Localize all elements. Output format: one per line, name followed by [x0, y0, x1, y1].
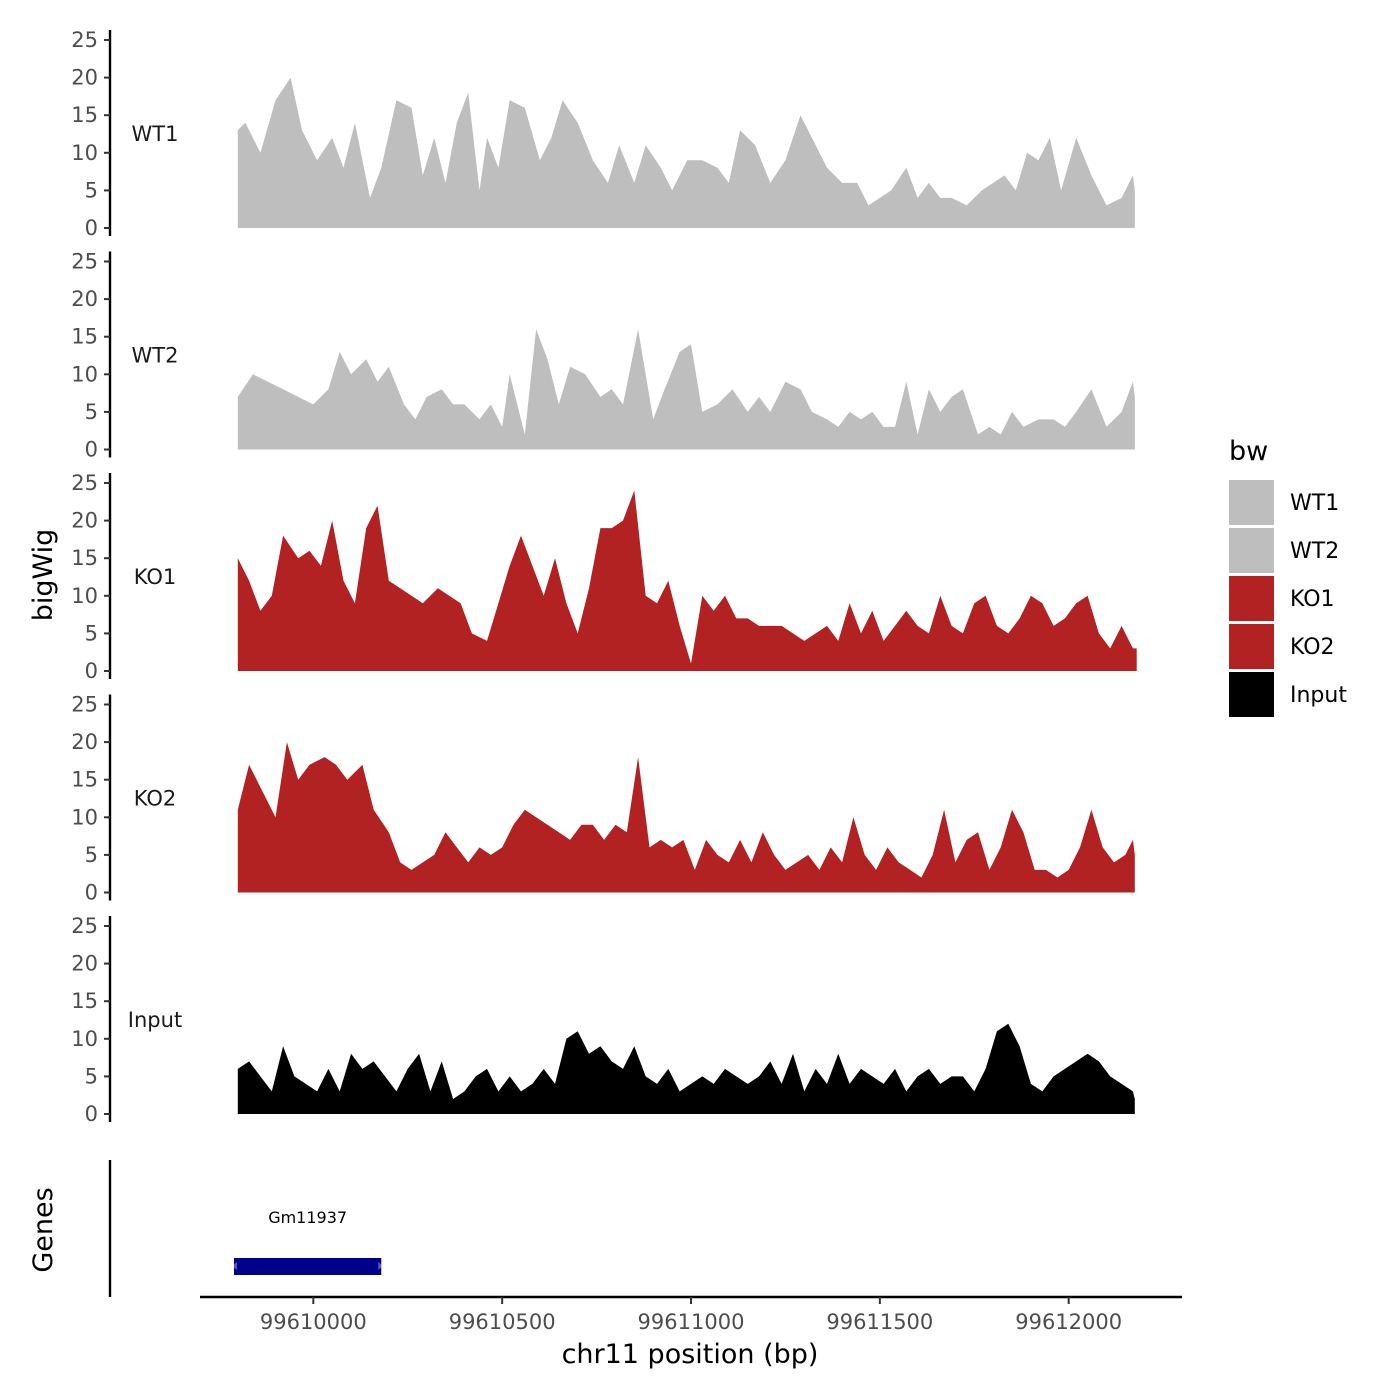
y-tick-label: 0 — [85, 1102, 98, 1126]
y-tick-label: 25 — [71, 471, 98, 495]
track-ko2: 0 5 10 15 20 25 KO2 — [71, 693, 1135, 905]
legend-swatch-input — [1229, 672, 1274, 717]
track-label: Input — [128, 1008, 182, 1032]
signal-area-wt2 — [237, 329, 1135, 450]
signal-area-wt1 — [237, 77, 1135, 228]
y-tick-label: 0 — [85, 659, 98, 683]
x-axis: 99610000 99610500 99611000 99611500 99612000 — [200, 1295, 1182, 1334]
legend-swatch-ko2 — [1229, 624, 1274, 669]
y-tick-label: 25 — [71, 28, 98, 52]
legend-label: WT2 — [1290, 539, 1339, 564]
y-tick-label: 15 — [71, 989, 98, 1013]
y-tick-label: 20 — [71, 287, 98, 311]
y-tick-label: 0 — [85, 438, 98, 462]
y-tick-label: 5 — [85, 621, 98, 645]
legend: WT1 WT2 KO1 KO2 Input — [1229, 480, 1347, 717]
y-tick-label: 20 — [71, 509, 98, 533]
gene-label: Gm11937 — [268, 1208, 347, 1227]
y-tick-label: 5 — [85, 178, 98, 202]
y-tick-label: 10 — [71, 362, 98, 386]
y-tick-label: 10 — [71, 584, 98, 608]
y-tick-label: 0 — [85, 216, 98, 240]
y-tick-label: 5 — [85, 843, 98, 867]
legend-label: Input — [1290, 683, 1347, 708]
y-tick-label: 10 — [71, 141, 98, 165]
legend-swatch-wt2 — [1229, 528, 1274, 573]
gene-feature — [233, 1258, 382, 1275]
x-tick-label: 99610500 — [449, 1310, 556, 1334]
y-tick-label: 25 — [71, 914, 98, 938]
y-tick-label: 15 — [71, 325, 98, 349]
y-tick-label: 5 — [85, 1064, 98, 1088]
legend-label: WT1 — [1290, 491, 1339, 516]
track-wt1: 0 5 10 15 20 25 WT1 — [71, 28, 1135, 240]
track-wt2: 0 5 10 15 20 25 WT2 — [71, 250, 1135, 462]
x-tick-label: 99611000 — [638, 1310, 745, 1334]
track-label: KO1 — [134, 565, 177, 589]
signal-area-input — [237, 1023, 1135, 1114]
y-tick-label: 20 — [71, 66, 98, 90]
legend-title: bw — [1229, 436, 1268, 467]
track-label: KO2 — [134, 787, 177, 811]
y-tick-label: 15 — [71, 103, 98, 127]
y-tick-label: 20 — [71, 952, 98, 976]
y-tick-label: 25 — [71, 693, 98, 717]
x-tick-label: 99610000 — [260, 1310, 367, 1334]
track-label: WT2 — [132, 344, 179, 368]
signal-area-ko1 — [237, 490, 1137, 671]
track-label: WT1 — [132, 122, 179, 146]
y-tick-label: 5 — [85, 400, 98, 424]
x-axis-title: chr11 position (bp) — [562, 1339, 819, 1370]
y-axis-title: bigWig — [28, 529, 59, 622]
y-tick-label: 0 — [85, 881, 98, 905]
y-tick-label: 20 — [71, 730, 98, 754]
track-ko1: 0 5 10 15 20 25 KO1 — [71, 471, 1137, 683]
y-tick-label: 15 — [71, 546, 98, 570]
legend-swatch-ko1 — [1229, 576, 1274, 621]
x-tick-label: 99612000 — [1015, 1310, 1122, 1334]
legend-swatch-wt1 — [1229, 480, 1274, 525]
legend-label: KO1 — [1290, 587, 1335, 612]
y-tick-label: 25 — [71, 250, 98, 274]
genes-track-title: Genes — [28, 1187, 59, 1272]
signal-area-ko2 — [237, 742, 1135, 893]
y-tick-label: 15 — [71, 768, 98, 792]
signal-tracks: 0510152025WT10510152025WT20510152025KO10… — [71, 28, 1137, 1126]
x-tick-label: 99611500 — [826, 1310, 933, 1334]
y-tick-label: 10 — [71, 805, 98, 829]
genes-track: Gm11937 — [108, 1160, 384, 1297]
y-tick-label: 10 — [71, 1027, 98, 1051]
legend-label: KO2 — [1290, 635, 1335, 660]
track-input: 0 5 10 15 20 25 Input — [71, 914, 1135, 1126]
